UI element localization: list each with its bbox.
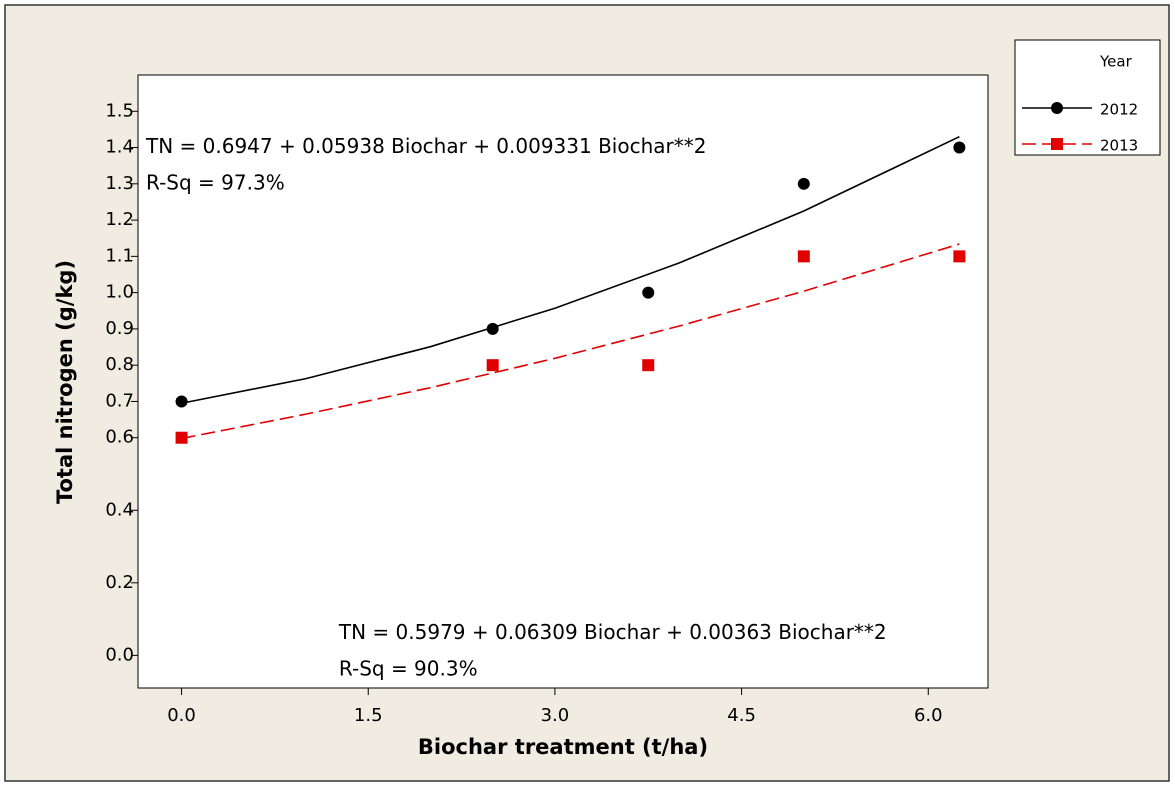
- data-point: [953, 141, 966, 154]
- data-point: [486, 359, 499, 372]
- data-point: [486, 322, 499, 335]
- legend-marker: [1051, 138, 1063, 150]
- y-tick-label: 0.2: [105, 572, 134, 593]
- data-point: [175, 395, 188, 408]
- y-tick-label: 1.5: [105, 100, 134, 121]
- y-tick-label: 0.4: [105, 499, 134, 520]
- fit-line: [181, 135, 960, 405]
- annotation: R-Sq = 97.3%: [146, 170, 285, 194]
- fit-line: [181, 243, 960, 440]
- y-tick-label: 0.8: [105, 354, 134, 375]
- legend-label: 2012: [1100, 101, 1138, 119]
- y-axis-label: Total nitrogen (g/kg): [53, 260, 77, 504]
- annotation: TN = 0.6947 + 0.05938 Biochar + 0.009331…: [145, 134, 706, 158]
- y-tick-label: 0.9: [105, 318, 134, 339]
- y-tick-label: 1.2: [105, 209, 134, 230]
- y-tick-label: 1.0: [105, 282, 134, 303]
- legend: [1014, 39, 1161, 156]
- data-point: [797, 250, 810, 263]
- y-tick-label: 1.4: [105, 137, 134, 158]
- legend-label: 2013: [1100, 137, 1138, 155]
- data-point: [797, 177, 810, 190]
- y-tick-label: 0.7: [105, 390, 134, 411]
- x-axis-label: Biochar treatment (t/ha): [418, 735, 708, 759]
- data-point: [175, 431, 188, 444]
- y-tick-label: 1.3: [105, 173, 134, 194]
- legend-title: Year: [1099, 53, 1133, 71]
- x-tick-label: 4.5: [727, 705, 756, 726]
- x-tick-label: 3.0: [541, 705, 570, 726]
- x-tick-label: 1.5: [354, 705, 383, 726]
- y-tick-label: 0.0: [105, 644, 134, 665]
- x-tick-label: 6.0: [914, 705, 943, 726]
- y-tick-label: 0.6: [105, 427, 134, 448]
- data-point: [642, 286, 655, 299]
- data-point: [642, 359, 655, 372]
- x-tick-label: 0.0: [167, 705, 196, 726]
- legend-marker: [1051, 102, 1063, 114]
- annotation: TN = 0.5979 + 0.06309 Biochar + 0.00363 …: [338, 620, 887, 644]
- y-tick-label: 1.1: [105, 245, 134, 266]
- plot-area: [137, 74, 989, 689]
- data-point: [953, 250, 966, 263]
- annotation: R-Sq = 90.3%: [339, 656, 478, 680]
